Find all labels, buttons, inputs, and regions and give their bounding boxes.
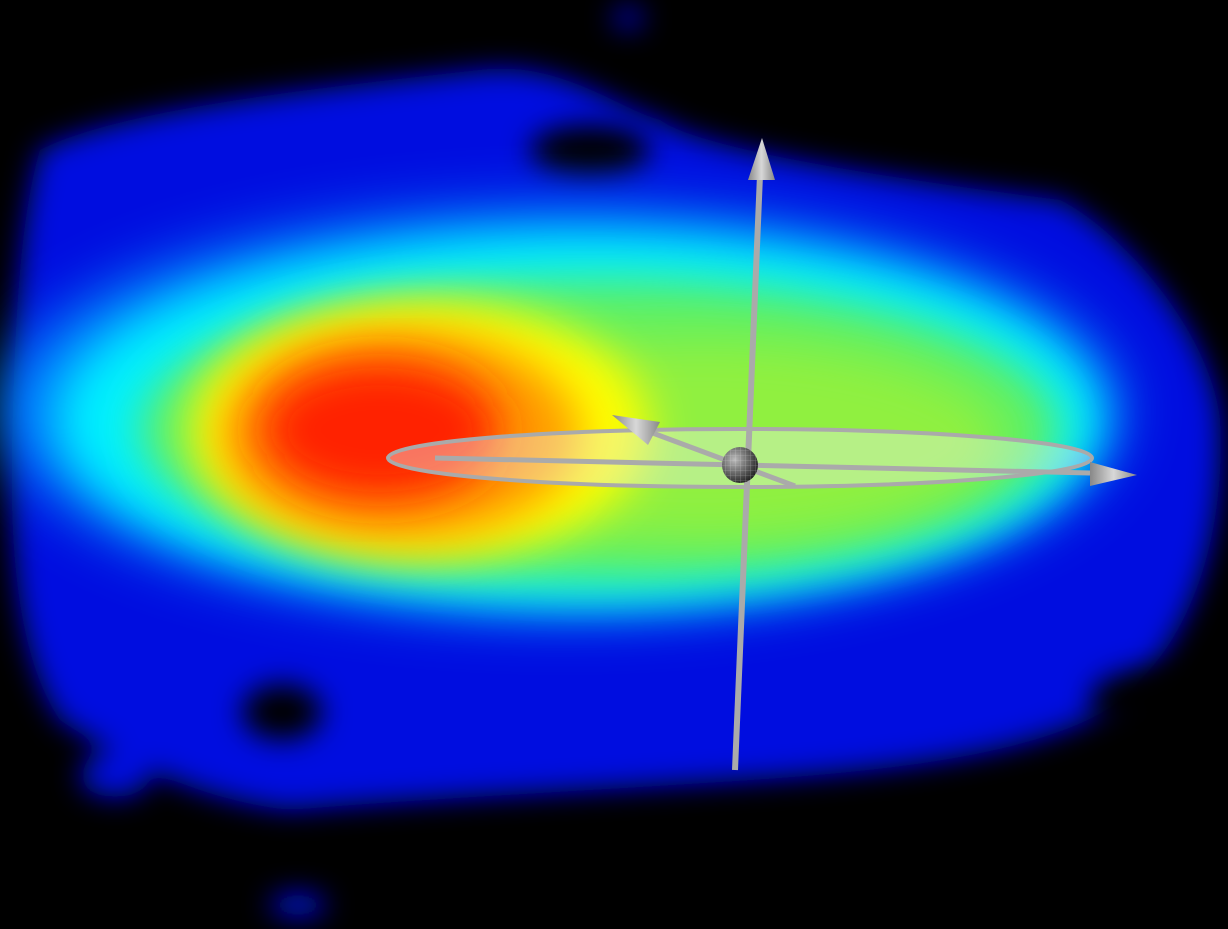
sphere-grid [722, 447, 758, 483]
axis-depth [649, 429, 796, 489]
orientation-glyph [386, 138, 1137, 771]
arrow-head [748, 138, 775, 180]
arrow-head [612, 415, 660, 445]
axis-horizontal [434, 455, 1091, 476]
arrow-head [1090, 462, 1137, 486]
